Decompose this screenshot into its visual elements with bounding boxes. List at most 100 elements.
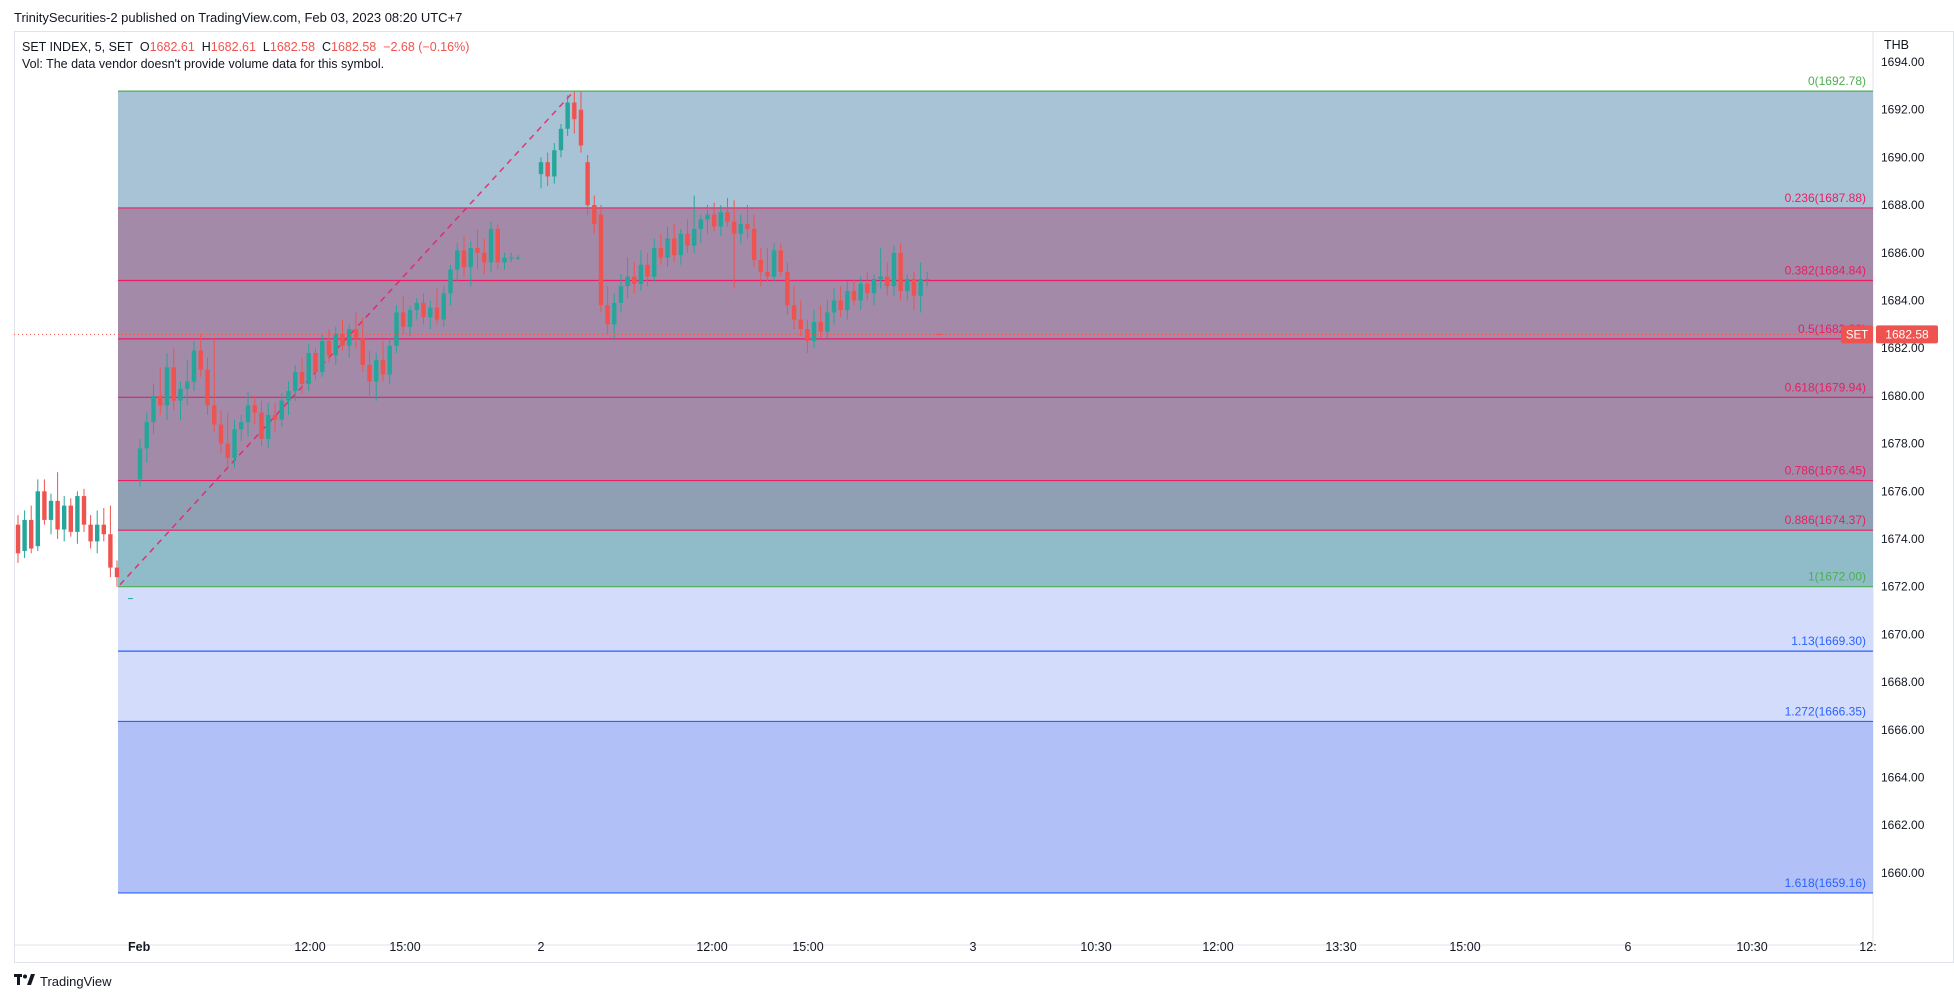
candle-body[interactable] <box>509 257 514 259</box>
candle-body[interactable] <box>15 524 21 554</box>
candle-body[interactable] <box>618 286 624 303</box>
candle-body[interactable] <box>144 422 149 449</box>
candle-body[interactable] <box>545 162 550 177</box>
candle-body[interactable] <box>158 395 163 406</box>
candle-body[interactable] <box>22 519 27 551</box>
candle-body[interactable] <box>407 310 413 327</box>
candle-body[interactable] <box>333 333 338 356</box>
candle-body[interactable] <box>212 405 217 425</box>
candle-body[interactable] <box>818 321 823 332</box>
candle-body[interactable] <box>911 279 917 296</box>
candle-body[interactable] <box>434 307 440 320</box>
candle-body[interactable] <box>353 329 359 339</box>
candle-body[interactable] <box>598 214 604 306</box>
candle-body[interactable] <box>88 524 93 542</box>
candle-body[interactable] <box>925 279 930 281</box>
candle-body[interactable] <box>515 257 521 259</box>
candle-body[interactable] <box>266 414 271 439</box>
candle-body[interactable] <box>286 391 291 401</box>
candle-body[interactable] <box>414 302 419 311</box>
candle-body[interactable] <box>885 276 890 287</box>
candle-body[interactable] <box>455 250 460 270</box>
candle-body[interactable] <box>198 350 203 370</box>
candle-body[interactable] <box>218 424 224 444</box>
candle-body[interactable] <box>898 252 903 291</box>
candle-body[interactable] <box>347 329 352 346</box>
candle-body[interactable] <box>831 300 837 313</box>
candle-body[interactable] <box>191 350 197 382</box>
candle-body[interactable] <box>725 212 730 222</box>
candle-body[interactable] <box>225 443 230 458</box>
candle-body[interactable] <box>387 345 392 375</box>
candle-body[interactable] <box>441 293 446 320</box>
candle-body[interactable] <box>638 264 644 284</box>
candle-body[interactable] <box>865 283 870 294</box>
candle-body[interactable] <box>421 302 426 318</box>
candle-body[interactable] <box>838 300 843 311</box>
candle-body[interactable] <box>731 221 737 234</box>
candle-body[interactable] <box>313 352 318 373</box>
candle-body[interactable] <box>711 214 717 227</box>
candle-body[interactable] <box>340 333 345 346</box>
candle-body[interactable] <box>502 257 507 263</box>
candle-body[interactable] <box>367 364 372 382</box>
candle-body[interactable] <box>101 524 106 535</box>
candle-body[interactable] <box>164 367 170 406</box>
candle-body[interactable] <box>592 205 597 225</box>
candle-body[interactable] <box>62 505 67 530</box>
candle-body[interactable] <box>245 405 251 423</box>
candle-body[interactable] <box>685 233 690 246</box>
candle-body[interactable] <box>585 162 590 206</box>
candle-body[interactable] <box>538 162 544 175</box>
candle-body[interactable] <box>178 388 183 401</box>
candle-body[interactable] <box>299 372 305 384</box>
candle-body[interactable] <box>482 252 487 263</box>
candle-body[interactable] <box>448 269 453 294</box>
candle-body[interactable] <box>645 264 650 277</box>
candle-body[interactable] <box>785 271 790 306</box>
candle-body[interactable] <box>252 405 257 413</box>
candle-body[interactable] <box>605 305 610 325</box>
candle-body[interactable] <box>565 102 570 129</box>
candle-body[interactable] <box>771 250 777 277</box>
candle-body[interactable] <box>488 228 494 263</box>
candle-body[interactable] <box>468 248 473 268</box>
candle-body[interactable] <box>205 369 210 406</box>
candle-body[interactable] <box>137 448 143 480</box>
candle-body[interactable] <box>791 305 797 320</box>
candle-body[interactable] <box>81 496 87 525</box>
candle-body[interactable] <box>401 312 406 327</box>
candle-body[interactable] <box>232 429 237 458</box>
candle-body[interactable] <box>758 259 763 272</box>
candle-body[interactable] <box>918 279 923 296</box>
candle-body[interactable] <box>691 228 697 246</box>
candle-body[interactable] <box>552 150 557 177</box>
candle-body[interactable] <box>95 524 100 542</box>
candle-body[interactable] <box>871 279 877 294</box>
candle-body[interactable] <box>805 329 810 342</box>
candle-body[interactable] <box>48 500 54 520</box>
candle-body[interactable] <box>578 109 584 146</box>
candle-body[interactable] <box>778 250 783 272</box>
candle-body[interactable] <box>558 128 564 151</box>
candle-body[interactable] <box>293 372 298 392</box>
candle-body[interactable] <box>475 248 480 253</box>
candle-body[interactable] <box>239 422 244 430</box>
candle-body[interactable] <box>891 252 897 287</box>
candle-body[interactable] <box>75 496 80 532</box>
candle-body[interactable] <box>55 500 60 530</box>
candle-body[interactable] <box>151 395 156 423</box>
candle-body[interactable] <box>811 321 817 342</box>
candle-body[interactable] <box>765 271 770 277</box>
candle-body[interactable] <box>612 302 617 325</box>
candle-body[interactable] <box>625 276 630 287</box>
candle-body[interactable] <box>678 233 684 256</box>
footer-brand[interactable]: TradingView <box>14 974 112 989</box>
fib-trend-line[interactable] <box>119 90 575 586</box>
last-price-tag[interactable] <box>1876 325 1938 344</box>
candle-body[interactable] <box>845 290 850 311</box>
candle-body[interactable] <box>428 307 433 318</box>
candle-body[interactable] <box>29 519 34 549</box>
candle-body[interactable] <box>394 312 399 346</box>
